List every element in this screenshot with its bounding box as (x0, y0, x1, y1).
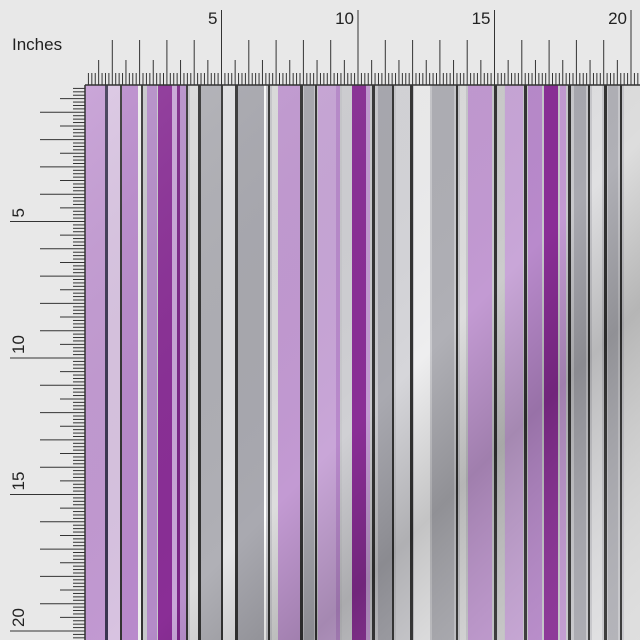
ruler-ticks (10, 10, 639, 639)
top-ruler (0, 0, 640, 85)
fabric-shading (85, 85, 640, 640)
left-ruler-label: 20 (9, 608, 28, 627)
unit-label: Inches (12, 35, 62, 54)
top-ruler-label: 15 (472, 9, 491, 28)
left-ruler-label: 5 (9, 208, 28, 217)
left-ruler-label: 10 (9, 335, 28, 354)
top-ruler-label: 5 (208, 9, 217, 28)
left-ruler (0, 0, 85, 640)
top-ruler-label: 20 (608, 9, 627, 28)
top-ruler-label: 10 (335, 9, 354, 28)
left-ruler-label: 15 (9, 472, 28, 491)
